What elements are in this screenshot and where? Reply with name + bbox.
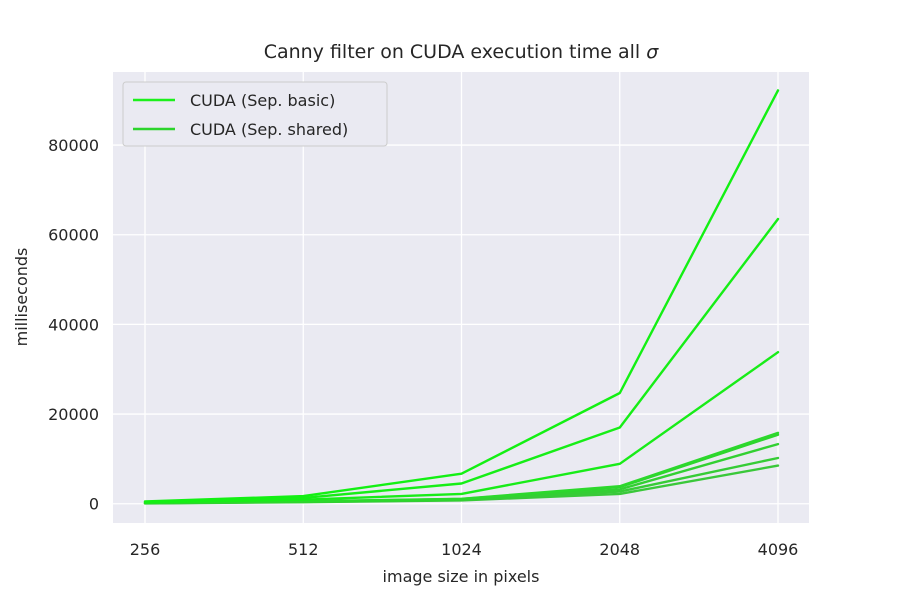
series-line-2 — [143, 217, 780, 504]
y-tick-label: 80000 — [48, 136, 99, 155]
grid-lines — [113, 72, 809, 523]
x-tick-label: 4096 — [758, 540, 799, 559]
y-tick-label: 20000 — [48, 405, 99, 424]
series-line-3 — [143, 351, 780, 504]
y-tick-label: 60000 — [48, 226, 99, 245]
chart-title: Canny filter on CUDA execution time all … — [264, 41, 660, 63]
x-axis-label: image size in pixels — [383, 567, 540, 586]
series-line-1 — [143, 89, 780, 503]
x-tick-label: 512 — [288, 540, 319, 559]
x-tick-label: 2048 — [599, 540, 640, 559]
y-tick-label: 40000 — [48, 315, 99, 334]
x-tick-label: 1024 — [441, 540, 482, 559]
x-axis-ticks: 256 512 1024 2048 4096 — [130, 540, 799, 559]
series-lines — [143, 89, 780, 505]
legend-label: CUDA (Sep. shared) — [190, 120, 348, 139]
chart-title-sigma: σ — [646, 41, 659, 63]
x-tick-label: 256 — [130, 540, 161, 559]
y-tick-label: 0 — [89, 495, 99, 514]
y-axis-ticks: 0 20000 40000 60000 80000 — [48, 136, 99, 514]
series-line-4 — [143, 431, 780, 505]
legend-box — [122, 81, 388, 147]
chart-title-main: Canny filter on CUDA execution time all — [264, 41, 647, 63]
y-axis-label: milliseconds — [12, 248, 31, 347]
legend-label: CUDA (Sep. basic) — [190, 91, 335, 110]
legend: CUDA (Sep. basic) CUDA (Sep. shared) — [122, 81, 388, 147]
